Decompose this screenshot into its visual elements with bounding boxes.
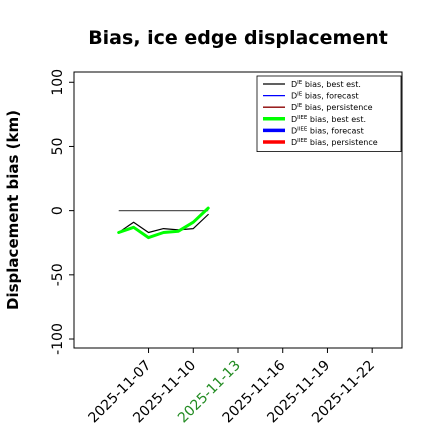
series-layer [117, 206, 210, 240]
y-tick-label: 100 [50, 69, 66, 96]
legend: DIE bias, best est. DIE bias, forecast DIE… [256, 75, 402, 152]
y-tick-label: -100 [50, 323, 66, 355]
y-tick-label: -50 [50, 263, 66, 286]
legend-box [256, 75, 402, 152]
legend-label: DIIEE bias, persistence [291, 138, 378, 147]
series-line-0 [118, 213, 209, 234]
chart-title: Bias, ice edge displacement [88, 27, 388, 49]
y-tick-label: 0 [50, 206, 66, 215]
legend-label: DIIEE bias, best est. [291, 115, 366, 124]
y-tick-label: 50 [50, 138, 66, 156]
legend-label: DIE bias, best est. [291, 80, 361, 89]
legend-label: DIE bias, forecast [291, 92, 359, 101]
x-axis: 2025-11-072025-11-102025-11-132025-11-16… [86, 348, 378, 426]
y-axis-label: Displacement bias (km) [4, 110, 22, 310]
series-line-3 [117, 206, 210, 240]
y-axis: -100 -50 0 50 100 [50, 69, 74, 355]
legend-label: DIE bias, persistence [291, 103, 373, 112]
legend-label: DIIEE bias, forecast [291, 126, 364, 135]
